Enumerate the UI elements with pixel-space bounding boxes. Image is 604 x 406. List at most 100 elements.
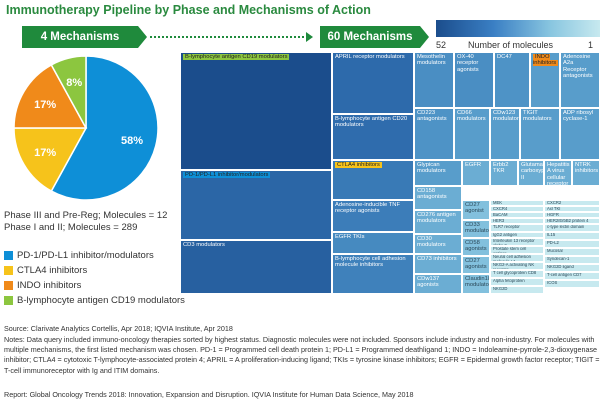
treemap-cell: TIGIT modulators <box>520 108 560 160</box>
treemap-cell: APRIL receptor modulators <box>332 52 414 114</box>
treemap-cell: CTLA4 inhibitors <box>332 160 414 200</box>
treemap-cell-label: CD33 modulators <box>465 222 489 235</box>
treemap-cell: Glypican modulators <box>414 160 462 186</box>
legend-label-indo: INDO inhibitors <box>17 280 82 291</box>
pie-slice-pd1 <box>50 55 159 201</box>
treemap-cell: T cell glycoprotein CD8 <box>490 270 544 278</box>
treemap-cell: OX-40 receptor agonists <box>454 52 494 108</box>
treemap-cell: Adenosine-inducible TNF receptor agonist… <box>332 200 414 232</box>
treemap-cell: Hepatitis A virus cellular receptor 2 <box>544 160 572 186</box>
treemap-cell: CD73 inhibitors <box>414 254 462 274</box>
treemap-cell: CD33 modulators <box>462 220 490 238</box>
treemap-cell: NKG2D ligand <box>544 264 600 272</box>
treemap-cell-label: CD276 antigen modulators <box>417 212 456 225</box>
treemap-cell-label: B-lymphocyte antigen CD19 modulators <box>183 54 290 60</box>
legend-swatch-b-lymph <box>4 296 13 305</box>
treemap-cell: Prostate stem cell antigen <box>490 246 544 254</box>
color-scale-max: 1 <box>588 40 594 50</box>
treemap-cell-label: CD27 agonists <box>465 258 487 271</box>
phase-pie-chart: 58% 17% 17% 8% <box>13 55 159 201</box>
treemap-cell-label: APRIL receptor modulators <box>335 54 405 60</box>
legend-item-b-lymph: B-lymphocyte antigen CD19 modulators <box>4 295 185 306</box>
treemap-cell-label: MEK <box>493 200 503 205</box>
treemap-cell-label: Glypican modulators <box>417 162 446 175</box>
pie-label-b-lymph: 8% <box>66 77 82 89</box>
color-scale-min: 52 <box>436 40 447 50</box>
treemap-cell-label: B-lymphocyte cell adhesion molecule inhi… <box>335 256 406 269</box>
treemap-cell: IgG2 antigen <box>490 232 544 238</box>
treemap-cell: IL15 <box>544 232 600 240</box>
treemap-cell-label: HER3 <box>493 218 505 223</box>
color-scale-label: Number of molecules <box>468 40 554 50</box>
legend-label-pd1: PD-1/PD-L1 inhibitor/modulators <box>17 250 154 261</box>
treemap-cell-label: B-lymphocyte antigen CD20 modulators <box>335 116 408 129</box>
treemap-cell: NKG2-A activating NK receptor <box>490 262 544 270</box>
treemap-cell: c-type lectin domain <box>544 224 600 232</box>
treemap-cell-label: Neural cell adhesion molecule L1 <box>493 254 531 262</box>
pie-label-ctla4: 17% <box>34 147 56 159</box>
treemap-cell-label: ICOS <box>547 280 558 285</box>
right-box-arrow-icon <box>420 26 429 48</box>
treemap-cell: MEK <box>490 200 544 206</box>
treemap-cell: BaCAM <box>490 212 544 218</box>
treemap-cell: Erbb2 TKR <box>490 160 518 186</box>
treemap-cell-label: CXCR2 <box>547 200 562 205</box>
legend-item-pd1: PD-1/PD-L1 inhibitor/modulators <box>4 250 154 261</box>
treemap-cell-label: IL15 <box>547 232 556 237</box>
legend-item-indo: INDO inhibitors <box>4 280 81 291</box>
treemap-cell-label: Axl TKI <box>547 206 561 211</box>
footer-report: Report: Global Oncology Trends 2018: Inn… <box>4 390 414 399</box>
treemap-cell-label: Prostate stem cell antigen <box>493 246 527 254</box>
pie-slice-b-lymph <box>50 55 87 129</box>
sixty-mechanisms-box: 60 Mechanisms <box>320 26 420 48</box>
treemap-cell-label: T-cell antigen CD7 <box>547 272 582 277</box>
treemap-cell-label: TIGIT modulators <box>523 110 552 123</box>
treemap-cell-label: Adenosine A2a Receptor antagonists <box>563 54 593 80</box>
treemap-cell: Claudin18 modulators <box>462 274 490 294</box>
treemap-cell-label: Hepatitis A virus cellular receptor 2 <box>547 162 570 186</box>
treemap-cell: HGFR <box>544 212 600 218</box>
treemap-cell-label: PD-L2 <box>547 240 559 245</box>
treemap-cell-label: Mesothelin modulators <box>417 54 446 67</box>
treemap-cell: HER2/ErbB2 protein 4 <box>544 218 600 224</box>
treemap-cell-label: HER2/ErbB2 protein 4 <box>547 218 589 223</box>
legend-label-b-lymph: B-lymphocyte antigen CD19 modulators <box>17 295 185 306</box>
treemap-cell: TLR7 receptor <box>490 224 544 232</box>
treemap-cell-label: c-type lectin domain <box>547 224 585 229</box>
treemap-cell: ADP ribosyl cyclase-1 <box>560 108 600 160</box>
treemap-cell: B-lymphocyte antigen CD19 modulators <box>180 52 332 170</box>
treemap-cell: PD-L2 <box>544 240 600 248</box>
treemap-cell-label: Interleukin 13 receptor alpha 2 <box>493 238 535 246</box>
pie-label-indo: 17% <box>34 99 56 111</box>
treemap-cell: CD27 agonists <box>462 256 490 274</box>
treemap-cell-label: CD66 modulators <box>457 110 486 123</box>
treemap-cell: EGFR TKIs <box>332 232 414 254</box>
treemap-cell: CD30 modulators <box>414 234 462 254</box>
treemap-cell-label: CDw137 agonists <box>417 276 440 289</box>
treemap-cell: CD66 modulators <box>454 108 490 160</box>
treemap-cell-label: CD73 inhibitors <box>417 256 457 262</box>
legend-swatch-ctla4 <box>4 266 13 275</box>
treemap-cell-label: EGFR TKIs <box>335 234 365 240</box>
treemap-cell: CXCR4 <box>490 206 544 212</box>
four-mechanisms-box: 4 Mechanisms <box>22 26 138 48</box>
treemap-cell: PD-1/PD-L1 inhibitor/modulators <box>180 170 332 240</box>
treemap-cell: DC47 <box>494 52 530 108</box>
pie-slice-indo <box>13 63 88 129</box>
treemap-cell-label: CD58 agonists <box>465 240 487 253</box>
treemap-cell: ICOS <box>544 280 600 288</box>
treemap-cell-label: PD-1/PD-L1 inhibitor/modulators <box>183 172 271 178</box>
treemap-cell-label: NKG2D <box>493 286 508 291</box>
treemap-cell: CD276 antigen modulators <box>414 210 462 234</box>
treemap-cell-label: CDw123 modulators <box>493 110 520 123</box>
treemap-cell: Mucosal <box>544 248 600 256</box>
treemap-cell-label: NTRK inhibitors <box>575 162 599 175</box>
treemap-cell: CD58 agonists <box>462 238 490 256</box>
footer-notes: Notes: Data query included immuno-oncolo… <box>4 335 600 375</box>
treemap-cell: Mesothelin modulators <box>414 52 454 108</box>
legend-swatch-indo <box>4 281 13 290</box>
treemap-cell-label: Alpha fetoprotein <box>493 278 525 283</box>
treemap-cell-label: HGFR <box>547 212 559 217</box>
treemap-cell-label: TLR7 receptor <box>493 224 520 229</box>
legend-swatch-pd1 <box>4 251 13 260</box>
